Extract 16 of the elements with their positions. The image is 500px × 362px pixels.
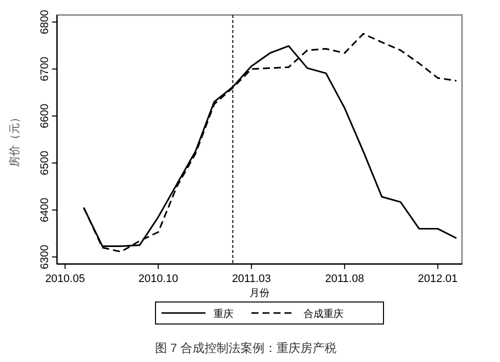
y-tick-label: 6800 bbox=[39, 10, 51, 34]
y-tick-label: 6600 bbox=[39, 104, 51, 128]
y-axis-title: 房价（元） bbox=[8, 112, 21, 167]
x-tick-label: 2010.05 bbox=[45, 273, 85, 285]
y-tick-label: 6400 bbox=[39, 198, 51, 222]
legend-label: 重庆 bbox=[214, 308, 234, 320]
y-tick-label: 6700 bbox=[39, 56, 51, 82]
x-tick-label: 2011.08 bbox=[325, 273, 364, 285]
x-tick-label: 2010.10 bbox=[138, 273, 178, 285]
y-tick-label: 6300 bbox=[39, 244, 51, 270]
legend-label: 合成重庆 bbox=[304, 308, 344, 320]
caption: 图 7 合成控制法案例：重庆房产税 bbox=[155, 341, 336, 355]
x-tick-label: 2012.01 bbox=[418, 273, 458, 285]
y-tick-label: 6500 bbox=[39, 150, 51, 176]
x-axis-title: 月份 bbox=[250, 288, 270, 299]
x-tick-label: 2011.03 bbox=[232, 273, 271, 285]
